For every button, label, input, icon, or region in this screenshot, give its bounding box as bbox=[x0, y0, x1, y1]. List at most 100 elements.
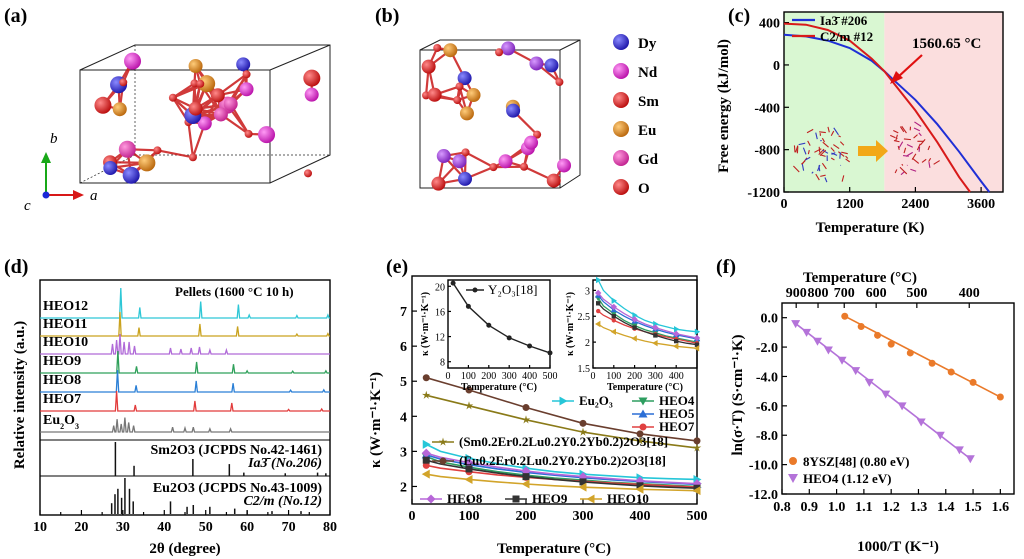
c-xtick-label: 3600 bbox=[967, 197, 995, 212]
e-ytick-label: 6 bbox=[400, 340, 407, 355]
atom bbox=[190, 79, 199, 88]
panel-a-label: (a) bbox=[4, 5, 27, 27]
atom bbox=[239, 82, 254, 97]
e-ytick-label: 2 bbox=[400, 480, 407, 495]
e-inset1-xtick-label: 0 bbox=[446, 371, 451, 382]
mini-bond bbox=[841, 175, 845, 182]
e-inset2-point bbox=[611, 314, 616, 319]
atom bbox=[557, 158, 572, 173]
legend-label-sm: Sm bbox=[638, 94, 659, 110]
e-point bbox=[422, 439, 431, 449]
e-legend-label-5: HEO7 bbox=[659, 419, 695, 434]
f-point bbox=[897, 402, 907, 411]
atom bbox=[524, 135, 539, 150]
atom bbox=[443, 43, 458, 58]
mini-bond bbox=[895, 134, 898, 142]
panel-e: (e) 0 100 200 300 400 500234567(Sm0.2Er0.2Lu0… bbox=[368, 256, 708, 557]
e-inset2-series-4 bbox=[597, 292, 698, 339]
e-legend-label-1: (Eu0.2Er0.2Lu0.2Y0.2Yb0.2)2O3[18] bbox=[459, 453, 666, 468]
conductivity-arrhenius-plot: 0.8 0.9 1.0 1.1 1.2 1.3 1.4 1.5 1.6 -12.0 -10.0 -8.… bbox=[749, 286, 1015, 515]
e-inset2-point bbox=[595, 289, 602, 297]
d-pattern-3 bbox=[40, 350, 330, 374]
e-inset2-point bbox=[631, 316, 638, 323]
mini-bond bbox=[815, 132, 818, 140]
axis-triad: b a c bbox=[24, 131, 98, 214]
mini-bond bbox=[830, 147, 835, 152]
legend-label-gd: Gd bbox=[638, 152, 659, 168]
f-ytick-label: -4.0 bbox=[756, 370, 778, 385]
e-inset2-point bbox=[632, 312, 638, 319]
e-point bbox=[692, 443, 702, 452]
e-point bbox=[522, 473, 530, 481]
e-point bbox=[635, 484, 644, 494]
e-legend-marker-6 bbox=[426, 494, 436, 504]
e-inset2-point bbox=[610, 303, 617, 311]
atom bbox=[236, 57, 251, 72]
e-legend-label-6: HEO8 bbox=[447, 491, 483, 506]
legend-label-nd: Nd bbox=[638, 65, 658, 81]
e-point bbox=[422, 456, 430, 464]
d-ref-label-1: Eu2O3 (JCPDS No.43-1009) bbox=[153, 481, 323, 496]
d-xtick-label: 10 bbox=[33, 520, 47, 535]
crystal-structure-a bbox=[79, 44, 331, 184]
atom bbox=[455, 82, 464, 91]
panel-b-label: (b) bbox=[375, 5, 399, 27]
atom bbox=[94, 96, 112, 114]
f-top-tick-label: 500 bbox=[906, 286, 927, 301]
f-ytick-label: -10.0 bbox=[749, 459, 778, 474]
e-inset2-ytick-label: 2 bbox=[585, 338, 590, 349]
f-xtick-label: 0.8 bbox=[773, 500, 791, 515]
e-legend-marker-2 bbox=[559, 396, 568, 406]
mini-bond bbox=[914, 121, 922, 127]
atom bbox=[188, 101, 203, 116]
e-xtick-label: 200 bbox=[516, 509, 537, 524]
f-legend-marker-1 bbox=[788, 474, 798, 483]
bond bbox=[465, 151, 494, 169]
mini-bond bbox=[893, 130, 899, 134]
f-xtick-label: 1.0 bbox=[828, 500, 846, 515]
mini-bond bbox=[795, 145, 799, 153]
atom bbox=[103, 161, 118, 176]
e-point bbox=[422, 390, 431, 399]
f-point bbox=[857, 323, 865, 331]
e-point bbox=[465, 386, 473, 394]
e-legend-marker-4 bbox=[638, 409, 648, 418]
mini-bond bbox=[898, 141, 904, 149]
f-point bbox=[864, 378, 874, 387]
mini-bond bbox=[921, 158, 927, 163]
f-legend-marker-0 bbox=[789, 457, 797, 465]
mini-bond bbox=[833, 127, 839, 136]
d-pattern-5 bbox=[40, 390, 330, 412]
d-ref-spacegroup-0: Ia3̄ (No.206) bbox=[247, 456, 322, 471]
e-inset2-xtick-label: 300 bbox=[648, 371, 663, 382]
atom bbox=[197, 116, 212, 131]
e-xtick-label: 300 bbox=[573, 509, 594, 524]
e-inset2-point bbox=[595, 320, 601, 328]
e-inset1-xtick-label: 200 bbox=[481, 371, 496, 382]
e-inset2-point bbox=[674, 338, 679, 344]
e-legend-label-3: HEO4 bbox=[659, 393, 695, 408]
d-pattern-label-2: HEO10 bbox=[43, 335, 88, 350]
e-series-8 bbox=[426, 473, 698, 492]
mini-bond bbox=[793, 145, 796, 153]
legend-swatch-gd bbox=[613, 150, 629, 166]
thermal-conductivity-plot: 0 100 200 300 400 500234567(Sm0.2Er0.2Lu0.2Y0… bbox=[400, 275, 708, 524]
panel-c: (c) 0 1200 2400 3600 -1200 -800 -400 0 400 Ia3̄ #… bbox=[716, 5, 1004, 236]
mini-bond bbox=[906, 144, 913, 148]
c-ylabel: Free energy (kJ/mol) bbox=[716, 39, 732, 173]
e-inset2-series-2 bbox=[597, 295, 698, 340]
e-inset1-point bbox=[527, 343, 533, 349]
e-inset2-ylabel: κ (W·m⁻¹·K⁻¹) bbox=[565, 292, 576, 356]
f-ylabel: ln(σ·T) (S·cm⁻¹·K) bbox=[730, 335, 746, 456]
bond bbox=[187, 121, 195, 158]
atom bbox=[168, 93, 177, 102]
mini-bond bbox=[831, 152, 836, 155]
e-inset1-point bbox=[450, 280, 456, 286]
atom bbox=[153, 146, 162, 155]
atom bbox=[546, 173, 561, 188]
mini-bond bbox=[801, 157, 808, 165]
d-pattern-0 bbox=[40, 287, 330, 319]
e-ylabel: κ (W·m⁻¹·K⁻¹) bbox=[368, 372, 384, 468]
d-xtick-label: 50 bbox=[199, 520, 213, 535]
e-inset1-xtick-label: 100 bbox=[461, 371, 476, 382]
